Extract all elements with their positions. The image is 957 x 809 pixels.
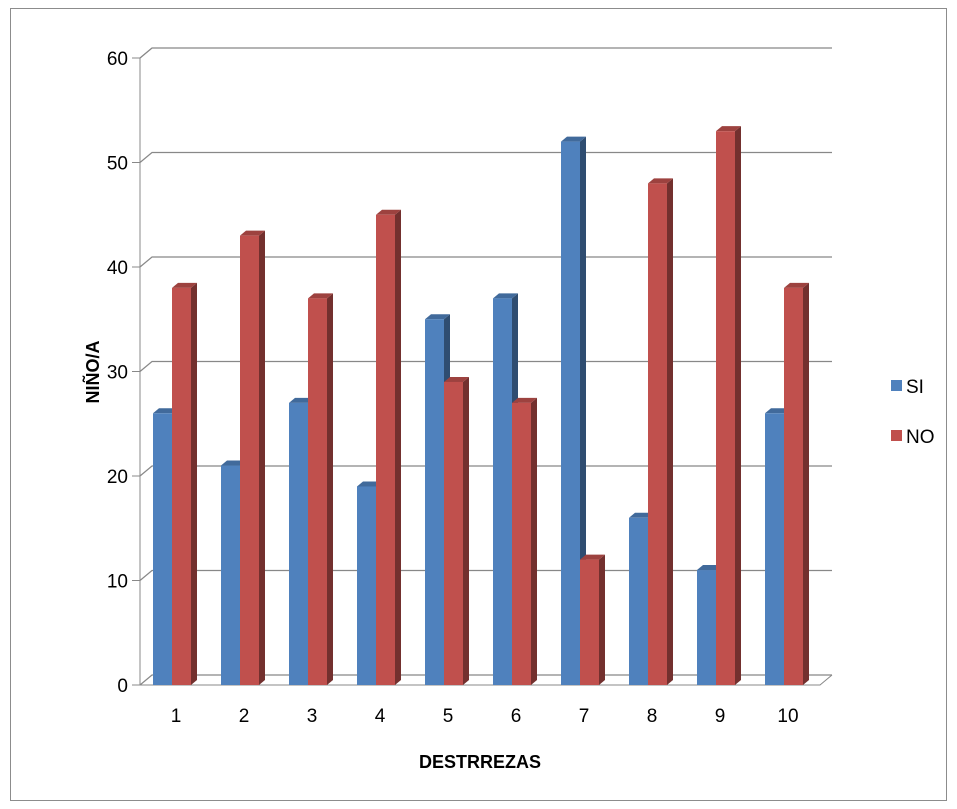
bar-side-face: [191, 282, 197, 685]
bar-side-face: [580, 136, 586, 686]
legend-swatch-no: [891, 430, 902, 441]
bar-top-face: [561, 136, 586, 142]
bar-top-face: [512, 397, 537, 403]
x-tick-label: 3: [307, 706, 318, 727]
bar-side-face: [259, 230, 265, 685]
legend-label-no: NO: [906, 427, 935, 448]
x-tick-label: 1: [171, 706, 182, 727]
bar-top-face: [784, 282, 809, 288]
x-tick-label: 9: [715, 706, 726, 727]
legend-swatch-si: [891, 380, 902, 391]
bar-front-face: [444, 381, 463, 685]
bar-top-face: [172, 282, 197, 288]
bar-side-face: [463, 376, 469, 685]
bar-no-7: [580, 554, 605, 685]
bar-front-face: [493, 298, 512, 685]
bar-no-5: [444, 376, 469, 685]
y-tick-label: 40: [107, 258, 128, 279]
bar-no-8: [648, 178, 673, 685]
bar-no-6: [512, 397, 537, 685]
bar-front-face: [425, 319, 444, 685]
bar-top-face: [221, 460, 246, 466]
gridline: [139, 47, 832, 59]
bar-no-2: [240, 230, 265, 685]
bar-top-face: [153, 408, 178, 414]
bar-top-face: [376, 209, 401, 215]
bar-no-10: [784, 282, 809, 685]
bar-top-face: [493, 293, 518, 299]
bar-top-face: [444, 376, 469, 382]
bar-front-face: [240, 235, 259, 685]
bar-side-face: [667, 178, 673, 685]
y-tick-label: 30: [107, 363, 128, 384]
bar-front-face: [765, 413, 784, 685]
y-tick-label: 60: [107, 49, 128, 70]
bar-top-face: [580, 554, 605, 560]
y-tick-label: 10: [107, 572, 128, 593]
bar-front-face: [512, 402, 531, 685]
bar-front-face: [376, 214, 395, 685]
bar-top-face: [629, 512, 654, 518]
gridline: [139, 151, 832, 163]
x-tick-label: 2: [239, 706, 250, 727]
bar-top-face: [697, 565, 722, 571]
bar-side-face: [327, 293, 333, 685]
gridline: [139, 360, 832, 372]
bar-front-face: [697, 570, 716, 685]
bar-side-face: [395, 209, 401, 685]
y-tick-label: 0: [117, 676, 128, 697]
bar-top-face: [765, 408, 790, 414]
x-axis-title: DESTRREZAS: [419, 752, 541, 772]
bar-no-4: [376, 209, 401, 685]
bar-top-face: [648, 178, 673, 184]
bar-front-face: [561, 141, 580, 686]
bar-no-1: [172, 282, 197, 685]
bar-no-3: [308, 293, 333, 685]
bar-front-face: [716, 131, 735, 685]
bar-top-face: [308, 293, 333, 299]
bar-front-face: [172, 287, 191, 685]
bar-front-face: [629, 517, 648, 685]
bar-top-face: [716, 126, 741, 132]
gridlines: [132, 47, 832, 686]
bar-si-7: [561, 136, 586, 686]
bar-side-face: [599, 554, 605, 685]
bar-front-face: [357, 486, 376, 685]
y-tick-label: 50: [107, 154, 128, 175]
bar-front-face: [221, 465, 240, 685]
x-tick-label: 6: [511, 706, 522, 727]
x-tick-label: 4: [375, 706, 386, 727]
x-tick-label: 5: [443, 706, 454, 727]
bar-top-face: [357, 481, 382, 487]
gridline: [139, 569, 832, 581]
y-tick-labels: 0 10 20 30 40 50 60: [107, 49, 128, 697]
y-axis-title: NIÑO/A: [82, 340, 103, 403]
x-tick-label: 10: [777, 706, 798, 727]
bar-top-face: [425, 314, 450, 320]
bar-front-face: [648, 183, 667, 685]
bar-top-face: [240, 230, 265, 236]
floor-back-edge: [139, 674, 832, 686]
bar-front-face: [153, 413, 172, 685]
bar-front-face: [580, 559, 599, 685]
legend: SI NO: [891, 377, 935, 448]
gridline: [139, 256, 832, 268]
x-tick-label: 8: [647, 706, 658, 727]
bar-side-face: [735, 126, 741, 685]
x-tick-labels: 1 2 3 4 5 6 7 8 9 10: [171, 706, 799, 727]
gridline: [139, 465, 832, 477]
bar-top-face: [289, 397, 314, 403]
x-tick-label: 7: [579, 706, 590, 727]
legend-label-si: SI: [906, 377, 924, 398]
bar-front-face: [784, 287, 803, 685]
bar-no-9: [716, 126, 741, 685]
bar-side-face: [531, 397, 537, 685]
y-tick-label: 20: [107, 467, 128, 488]
bar-side-face: [803, 282, 809, 685]
bar-front-face: [308, 298, 327, 685]
bars: [153, 126, 809, 686]
bar-front-face: [289, 402, 308, 685]
